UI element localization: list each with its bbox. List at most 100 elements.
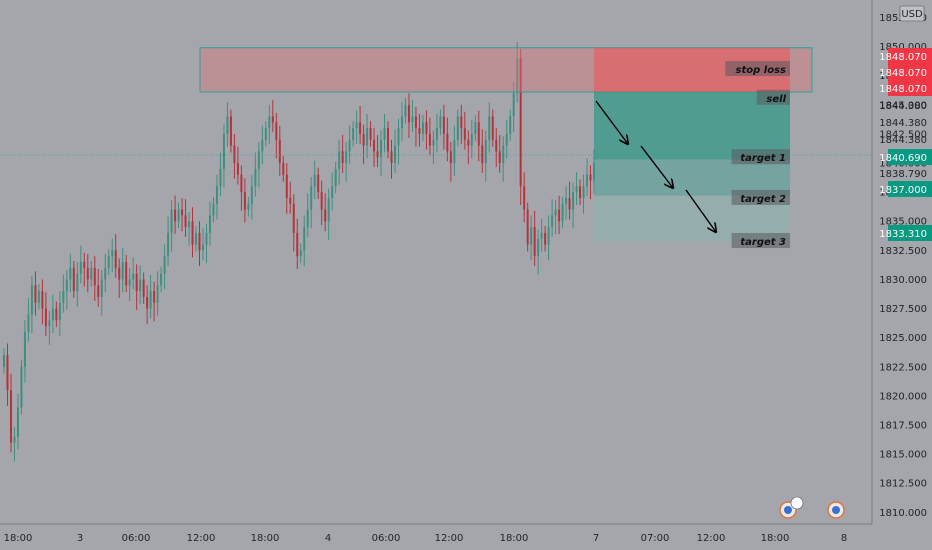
candle-body xyxy=(512,93,515,117)
candle-body xyxy=(380,139,383,158)
candle-body xyxy=(558,209,561,222)
candle-body xyxy=(498,151,501,164)
candle-body xyxy=(586,174,589,187)
candle-body xyxy=(547,227,550,245)
candle-body xyxy=(121,262,124,280)
candle-body xyxy=(572,192,575,210)
candle-body xyxy=(226,116,229,134)
candle-body xyxy=(27,314,30,332)
candle-body xyxy=(589,174,592,181)
candle-body xyxy=(306,209,309,228)
candle-body xyxy=(174,209,177,222)
candle-body xyxy=(428,133,431,146)
candle-body xyxy=(407,104,410,123)
target-zone-2 xyxy=(594,159,790,196)
candle-body xyxy=(418,128,421,134)
candle-body xyxy=(44,308,47,327)
candle-body xyxy=(65,279,68,292)
y-tick-label: 1820.000 xyxy=(879,391,927,402)
candle-body xyxy=(135,273,138,292)
y-tick-label: 1822.500 xyxy=(879,362,927,373)
candle-body xyxy=(170,209,173,233)
price-label: 1848.070 xyxy=(879,84,927,95)
candle-body xyxy=(320,192,323,210)
candle-body xyxy=(488,116,491,140)
candle-body xyxy=(219,168,222,187)
candle-body xyxy=(303,227,306,251)
candle-body xyxy=(201,244,204,251)
candle-body xyxy=(439,116,442,129)
x-tick-label: 12:00 xyxy=(697,533,726,544)
candle-body xyxy=(313,174,316,187)
candle-body xyxy=(222,133,225,169)
candle-body xyxy=(83,262,86,268)
candle-body xyxy=(456,116,459,140)
candle-body xyxy=(289,197,292,204)
candle-body xyxy=(278,139,281,164)
price-label: 1837.000 xyxy=(879,185,927,196)
candle-body xyxy=(477,122,480,146)
price-label: 1844.380 xyxy=(879,118,927,129)
candle-body xyxy=(481,145,484,164)
candle-body xyxy=(359,122,362,134)
candle-body xyxy=(421,122,424,134)
candle-body xyxy=(93,267,96,286)
candle-body xyxy=(383,128,386,140)
annotation-box xyxy=(731,189,790,205)
candle-body xyxy=(30,285,33,315)
y-tick-label: 1810.000 xyxy=(879,508,927,519)
candle-body xyxy=(414,116,417,129)
y-tick-label: 1815.000 xyxy=(879,450,927,461)
candle-body xyxy=(167,232,170,257)
candle-body xyxy=(537,238,540,257)
candle-body xyxy=(533,227,536,257)
candle-body xyxy=(118,267,121,280)
x-tick-label: 3 xyxy=(77,533,83,544)
candle-body xyxy=(296,232,299,257)
candles xyxy=(3,41,595,462)
candle-body xyxy=(247,203,250,210)
x-tick-label: 18:00 xyxy=(761,533,790,544)
candle-body xyxy=(128,279,131,286)
candle-body xyxy=(310,186,313,210)
currency-box xyxy=(899,5,925,22)
candle-body xyxy=(334,168,337,187)
candle-body xyxy=(264,128,267,140)
y-tick-label: 1830.000 xyxy=(879,275,927,286)
price-label: 1838.790 xyxy=(879,169,927,180)
price-label-box xyxy=(888,181,932,197)
candle-body xyxy=(505,133,508,146)
candle-body xyxy=(20,366,23,408)
y-tick-label: 1835.000 xyxy=(879,217,927,228)
candle-body xyxy=(509,116,512,134)
candle-body xyxy=(236,163,239,175)
candle-body xyxy=(254,168,257,187)
candle-body xyxy=(502,145,505,164)
candle-body xyxy=(516,58,519,94)
candle-body xyxy=(97,285,100,297)
candle-body xyxy=(3,355,5,367)
x-tick-label: 18:00 xyxy=(500,533,529,544)
candle-body xyxy=(523,186,526,210)
event-count-badge xyxy=(790,496,804,510)
candle-body xyxy=(530,227,533,245)
currency-label: USD xyxy=(901,9,923,20)
time-axis xyxy=(0,524,872,550)
candle-body xyxy=(285,174,288,198)
candle-body xyxy=(526,209,529,245)
price-label-box xyxy=(888,149,932,165)
candle-body xyxy=(484,139,487,164)
candle-body xyxy=(467,139,470,146)
candle-body xyxy=(400,116,403,129)
y-tick-label: 1842.500 xyxy=(879,129,927,140)
candle-body xyxy=(48,320,51,327)
annotation-stop-loss: stop loss xyxy=(736,65,786,76)
annotation-box xyxy=(731,233,790,249)
candle-body xyxy=(58,302,61,321)
candle-body xyxy=(369,128,372,140)
candle-body xyxy=(345,151,348,164)
candle-body xyxy=(271,116,274,123)
annotation-box xyxy=(725,61,790,77)
annotation-target-2: target 2 xyxy=(740,194,786,205)
